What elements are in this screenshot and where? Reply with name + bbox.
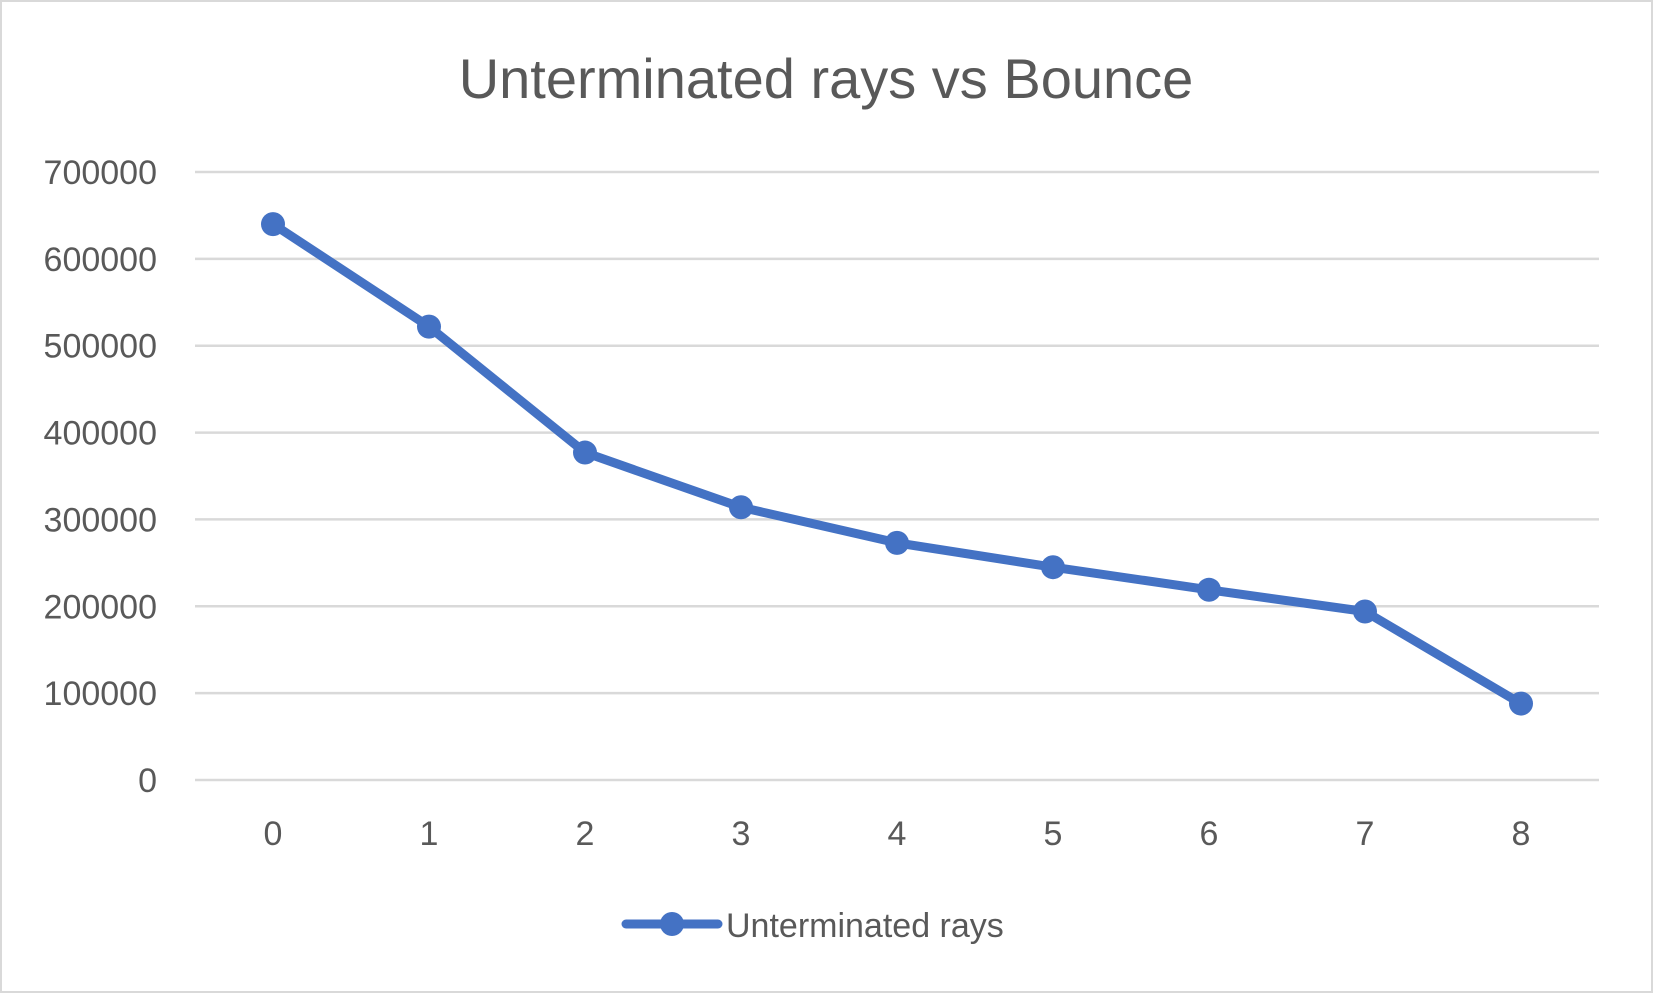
y-axis-tick-labels: 0 100000 200000 300000 400000 500000 600000 700…: [44, 154, 157, 800]
data-point-marker: [417, 314, 441, 339]
data-point-marker: [573, 440, 597, 465]
chart-title: Unterminated rays vs Bounce: [459, 47, 1194, 110]
data-point-marker: [1041, 555, 1065, 580]
x-tick-label: 4: [888, 815, 907, 853]
x-tick-label: 0: [264, 815, 283, 853]
y-tick-label: 300000: [44, 501, 157, 539]
x-tick-label: 1: [420, 815, 439, 853]
x-tick-label: 3: [732, 815, 751, 853]
legend: Unterminated rays: [621, 907, 1004, 945]
y-tick-label: 500000: [44, 328, 157, 366]
data-point-marker: [729, 495, 753, 520]
data-point-marker: [261, 212, 285, 237]
y-tick-label: 600000: [44, 241, 157, 279]
legend-swatch-marker: [660, 912, 684, 936]
x-tick-label: 6: [1200, 815, 1219, 853]
y-tick-label: 700000: [44, 154, 157, 192]
y-tick-label: 200000: [44, 588, 157, 626]
x-tick-label: 7: [1356, 815, 1375, 853]
y-tick-label: 400000: [44, 415, 157, 453]
series-unterminated-rays: [261, 212, 1533, 716]
x-tick-label: 8: [1512, 815, 1531, 853]
legend-label: Unterminated rays: [726, 907, 1004, 945]
x-axis-tick-labels: 0 1 2 3 4 5 6 7 8: [264, 815, 1531, 853]
data-point-marker: [1353, 599, 1377, 624]
data-point-marker: [1509, 691, 1533, 716]
series-line: [268, 219, 1526, 709]
y-tick-label: 100000: [44, 675, 157, 713]
y-tick-label: 0: [138, 762, 157, 800]
x-tick-label: 5: [1044, 815, 1063, 853]
data-point-marker: [1197, 577, 1221, 602]
gridlines: [195, 170, 1599, 782]
x-tick-label: 2: [576, 815, 595, 853]
data-point-marker: [885, 530, 909, 555]
